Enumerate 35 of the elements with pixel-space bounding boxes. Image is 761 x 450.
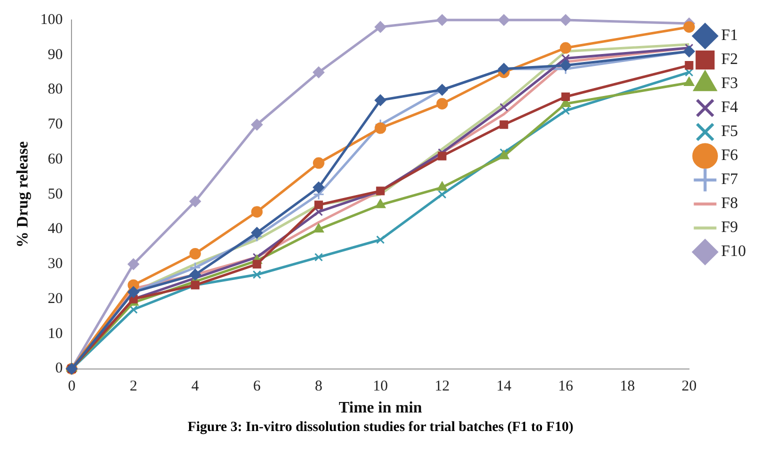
x-tick-label: 12 [434, 378, 450, 395]
legend-label: F6 [721, 147, 738, 164]
x-tick-label: 4 [191, 378, 200, 395]
y-tick-label: 70 [48, 116, 63, 133]
x-tick-label: 0 [68, 378, 76, 395]
x-tick-label: 14 [496, 378, 512, 395]
legend-label: F5 [721, 123, 738, 140]
legend-label: F2 [721, 51, 738, 68]
x-tick-label: 6 [253, 378, 262, 395]
y-tick-label: 30 [48, 256, 63, 272]
y-tick-label: 20 [48, 290, 63, 307]
y-tick-label: 100 [40, 12, 63, 28]
legend-label: F1 [721, 27, 738, 44]
legend-label: F9 [721, 219, 738, 236]
x-tick-label: 16 [558, 378, 574, 395]
legend-label: F8 [721, 195, 738, 212]
y-tick-label: 60 [48, 151, 63, 168]
y-tick-label: 0 [55, 360, 63, 377]
caption: Figure 3: In-vitro dissolution studies for trial batches (F1 to F10) [186, 420, 574, 436]
x-tick-label: 2 [130, 378, 138, 395]
y-tick-label: 40 [48, 221, 63, 238]
x-tick-label: 8 [314, 378, 322, 395]
legend-label: F7 [721, 171, 738, 188]
x-tick-label: 20 [682, 378, 697, 395]
x-tick-label: 18 [620, 378, 635, 395]
y-tick-label: 90 [48, 46, 63, 63]
legend-label: F10 [721, 243, 746, 260]
x-axis-title: Time in min [338, 400, 422, 417]
y-axis-title: % Drug release [14, 141, 32, 248]
y-tick-label: 80 [48, 82, 63, 98]
legend-label: F3 [721, 75, 738, 92]
legend-label: F4 [721, 99, 738, 116]
y-tick-label: 50 [48, 186, 63, 202]
x-tick-label: 10 [372, 378, 388, 395]
y-tick-label: 10 [48, 326, 63, 342]
